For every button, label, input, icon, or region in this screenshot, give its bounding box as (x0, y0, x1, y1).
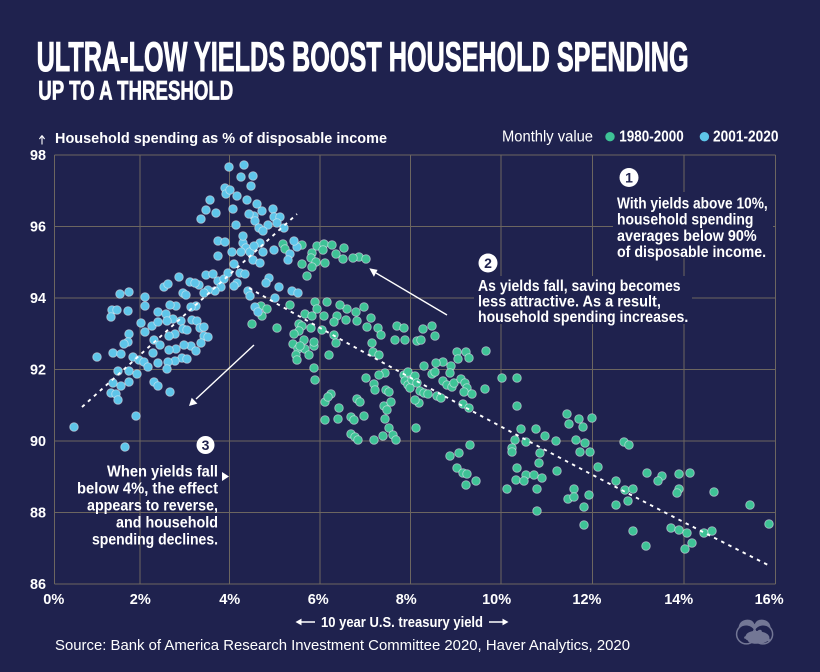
svg-text:10%: 10% (482, 591, 511, 608)
svg-text:2%: 2% (130, 591, 151, 608)
svg-text:1: 1 (625, 170, 633, 186)
svg-text:6%: 6% (308, 591, 329, 608)
svg-text:10 year U.S. treasury yield: 10 year U.S. treasury yield (321, 614, 483, 631)
svg-text:94: 94 (30, 290, 47, 307)
svg-text:spending declines.: spending declines. (92, 532, 218, 549)
svg-text:98: 98 (30, 147, 46, 164)
svg-text:2: 2 (484, 255, 492, 271)
svg-text:4%: 4% (219, 591, 240, 608)
svg-text:household spending: household spending (617, 212, 753, 229)
svg-text:0%: 0% (43, 591, 64, 608)
svg-text:With yields above 10%,: With yields above 10%, (617, 196, 768, 213)
svg-text:12%: 12% (572, 591, 601, 608)
svg-text:92: 92 (30, 362, 46, 379)
svg-text:88: 88 (30, 505, 46, 522)
svg-text:Source: Bank of America Resear: Source: Bank of America Research Investm… (55, 638, 630, 654)
svg-text:household spending increases.: household spending increases. (478, 309, 688, 326)
svg-text:of disposable income.: of disposable income. (617, 244, 766, 261)
svg-text:averages below 90%: averages below 90% (617, 228, 757, 245)
svg-text:3: 3 (202, 437, 210, 453)
svg-text:and household: and household (116, 515, 218, 532)
svg-text:1980-2000: 1980-2000 (619, 129, 683, 146)
svg-text:14%: 14% (664, 591, 693, 608)
svg-text:As yields fall, saving becomes: As yields fall, saving becomes (478, 278, 681, 295)
svg-text:UP TO A THRESHOLD: UP TO A THRESHOLD (38, 75, 233, 105)
svg-text:2001-2020: 2001-2020 (713, 129, 779, 146)
svg-text:8%: 8% (396, 591, 417, 608)
svg-text:Household spending as % of dis: Household spending as % of disposable in… (55, 131, 387, 147)
svg-text:16%: 16% (755, 591, 784, 608)
svg-text:96: 96 (30, 219, 46, 236)
svg-text:less attractive. As a result,: less attractive. As a result, (478, 294, 661, 311)
svg-text:Monthly value: Monthly value (502, 129, 593, 146)
svg-text:When yields fall: When yields fall (107, 464, 218, 481)
svg-text:below 4%, the effect: below 4%, the effect (77, 481, 218, 498)
svg-text:90: 90 (30, 433, 46, 450)
svg-text:86: 86 (30, 576, 46, 593)
svg-text:appears to reverse,: appears to reverse, (87, 498, 218, 515)
svg-text:ULTRA-LOW YIELDS BOOST HOUSEHO: ULTRA-LOW YIELDS BOOST HOUSEHOLD SPENDIN… (37, 33, 689, 80)
